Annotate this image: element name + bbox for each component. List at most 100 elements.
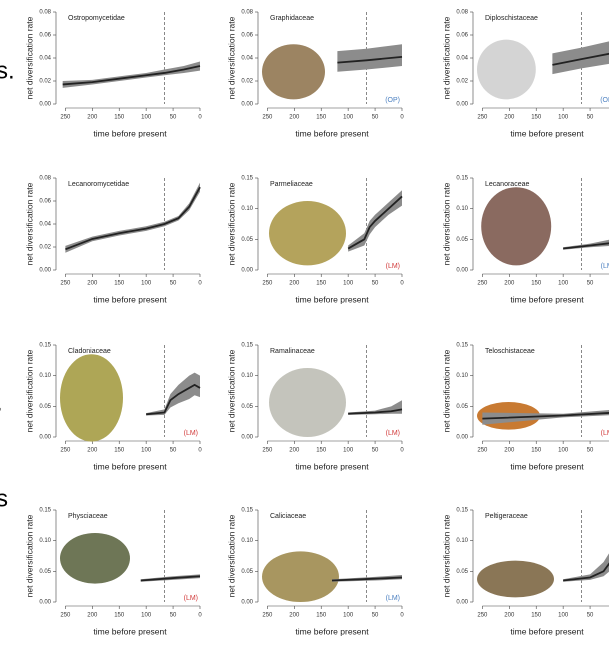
chart-title: Teloschistaceae bbox=[485, 348, 535, 355]
x-tick-label: 150 bbox=[531, 613, 542, 619]
x-tick-label: 250 bbox=[262, 448, 273, 454]
confidence-band bbox=[552, 40, 609, 75]
y-tick-label: 0.05 bbox=[241, 237, 253, 243]
clade-tag: (LM) bbox=[184, 430, 198, 437]
y-tick-label: 0.06 bbox=[456, 33, 468, 39]
x-tick-label: 150 bbox=[316, 281, 327, 287]
y-axis-label: net diversification rate bbox=[441, 182, 451, 265]
y-tick-label: 0.10 bbox=[241, 538, 253, 544]
x-axis-label: time before present bbox=[93, 461, 167, 471]
y-axis-label: net diversification rate bbox=[441, 514, 451, 597]
x-tick-label: 50 bbox=[587, 115, 594, 121]
clade-tag: (LM) bbox=[184, 595, 198, 602]
x-tick-label: 50 bbox=[372, 448, 379, 454]
x-tick-label: 150 bbox=[114, 613, 125, 619]
x-tick-label: 50 bbox=[372, 613, 379, 619]
chart-title: Lecanoraceae bbox=[485, 181, 529, 188]
x-tick-label: 250 bbox=[60, 613, 71, 619]
y-axis-label: net diversification rate bbox=[226, 16, 236, 99]
y-tick-label: 0.08 bbox=[241, 10, 253, 16]
x-axis-label: time before present bbox=[510, 461, 584, 471]
y-tick-label: 0.15 bbox=[39, 343, 51, 349]
x-tick-label: 200 bbox=[87, 115, 98, 121]
clade-tag: (OP) bbox=[600, 97, 609, 104]
y-tick-label: 0.15 bbox=[456, 176, 468, 182]
x-tick-label: 100 bbox=[141, 281, 152, 287]
x-tick-label: 50 bbox=[372, 115, 379, 121]
x-tick-label: 200 bbox=[87, 613, 98, 619]
x-tick-label: 50 bbox=[170, 281, 177, 287]
page: s. . s 0.000.020.040.060.082502001501005… bbox=[0, 0, 609, 643]
slide-fragment: . bbox=[0, 389, 3, 416]
clade-tag: (LM) bbox=[386, 430, 400, 437]
y-tick-label: 0.00 bbox=[241, 435, 253, 441]
y-tick-label: 0.05 bbox=[456, 237, 468, 243]
confidence-band bbox=[563, 541, 609, 582]
y-tick-label: 0.05 bbox=[39, 404, 51, 410]
x-tick-label: 200 bbox=[289, 448, 300, 454]
y-tick-label: 0.00 bbox=[241, 600, 253, 606]
y-axis-label: net diversification rate bbox=[226, 514, 236, 597]
y-tick-label: 0.00 bbox=[241, 268, 253, 274]
y-tick-label: 0.04 bbox=[39, 56, 51, 62]
x-tick-label: 200 bbox=[87, 281, 98, 287]
x-tick-label: 0 bbox=[400, 448, 404, 454]
confidence-band bbox=[63, 61, 200, 87]
x-tick-label: 200 bbox=[289, 613, 300, 619]
y-tick-label: 0.06 bbox=[39, 33, 51, 39]
y-tick-label: 0.00 bbox=[39, 102, 51, 108]
clade-tag: (LM) bbox=[386, 595, 400, 602]
x-tick-label: 150 bbox=[316, 115, 327, 121]
y-tick-label: 0.04 bbox=[241, 56, 253, 62]
chart-title: Cladoniaceae bbox=[68, 348, 111, 355]
y-tick-label: 0.00 bbox=[456, 435, 468, 441]
clade-tag: (LM) bbox=[601, 263, 609, 270]
x-tick-label: 0 bbox=[400, 281, 404, 287]
x-axis-label: time before present bbox=[510, 294, 584, 304]
x-tick-label: 100 bbox=[141, 115, 152, 121]
x-tick-label: 50 bbox=[587, 613, 594, 619]
x-tick-label: 200 bbox=[504, 613, 515, 619]
y-tick-label: 0.08 bbox=[456, 10, 468, 16]
y-axis-label: net diversification rate bbox=[441, 349, 451, 432]
chart-title: Lecanoromycetidae bbox=[68, 181, 129, 188]
x-tick-label: 200 bbox=[289, 115, 300, 121]
x-tick-label: 150 bbox=[531, 281, 542, 287]
clade-tag: (OP) bbox=[385, 97, 400, 104]
y-tick-label: 0.02 bbox=[39, 79, 51, 85]
x-axis-label: time before present bbox=[295, 626, 369, 636]
y-tick-label: 0.10 bbox=[456, 538, 468, 544]
chart-title: Ostropomycetidae bbox=[68, 15, 125, 22]
figure: s. . s 0.000.020.040.060.082502001501005… bbox=[0, 0, 609, 643]
x-tick-label: 100 bbox=[558, 115, 569, 121]
y-tick-label: 0.10 bbox=[456, 373, 468, 379]
y-tick-label: 0.00 bbox=[39, 600, 51, 606]
lichen-photo bbox=[60, 533, 130, 584]
chart-title: Parmeliaceae bbox=[270, 181, 313, 188]
y-tick-label: 0.02 bbox=[241, 79, 253, 85]
x-tick-label: 100 bbox=[558, 281, 569, 287]
y-tick-label: 0.00 bbox=[456, 102, 468, 108]
x-tick-label: 250 bbox=[477, 281, 488, 287]
y-tick-label: 0.05 bbox=[456, 404, 468, 410]
chart-title: Diploschistaceae bbox=[485, 15, 538, 22]
clade-tag: (LM) bbox=[601, 430, 609, 437]
clade-tag: (LM) bbox=[386, 263, 400, 270]
chart-title: Graphidaceae bbox=[270, 15, 314, 22]
y-tick-label: 0.10 bbox=[456, 206, 468, 212]
x-tick-label: 150 bbox=[114, 448, 125, 454]
x-tick-label: 50 bbox=[170, 115, 177, 121]
chart-title: Physciaceae bbox=[68, 513, 108, 520]
x-tick-label: 150 bbox=[114, 281, 125, 287]
x-tick-label: 100 bbox=[558, 448, 569, 454]
x-tick-label: 0 bbox=[198, 448, 202, 454]
x-tick-label: 100 bbox=[343, 281, 354, 287]
confidence-band bbox=[146, 373, 200, 416]
x-tick-label: 250 bbox=[477, 613, 488, 619]
lichen-photo bbox=[477, 561, 554, 598]
x-tick-label: 50 bbox=[587, 448, 594, 454]
y-tick-label: 0.02 bbox=[456, 79, 468, 85]
x-tick-label: 250 bbox=[477, 448, 488, 454]
y-axis-label: net diversification rate bbox=[24, 514, 34, 597]
chart-title: Ramalinaceae bbox=[270, 348, 315, 355]
